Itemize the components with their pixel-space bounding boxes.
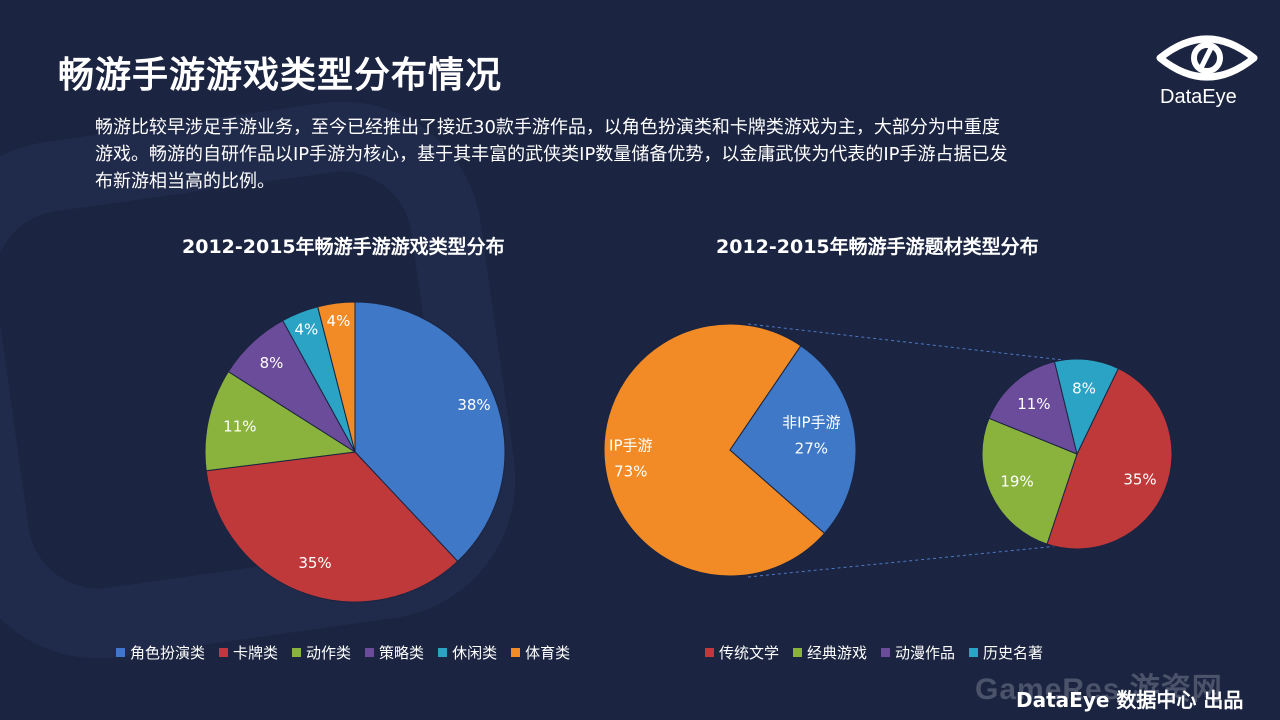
game-type-legend-label-5: 体育类 <box>525 644 571 662</box>
game-type-legend-swatch-1 <box>219 648 229 657</box>
game-type-legend-swatch-5 <box>511 648 521 657</box>
ip-breakdown-legend-item-2: 动漫作品 <box>881 642 955 663</box>
dataeye-logo-icon <box>1156 35 1258 81</box>
ip-breakdown-legend-swatch-0 <box>705 648 714 657</box>
ip-breakdown-legend-swatch-3 <box>969 648 979 657</box>
ip-breakdown-legend-label-0: 传统文学 <box>719 644 780 662</box>
ip-breakdown-legend-label-2: 动漫作品 <box>895 644 956 662</box>
ip-breakdown-legend-item-1: 经典游戏 <box>793 642 867 663</box>
game-type-legend-item-0: 角色扮演类 <box>116 642 205 663</box>
ip-breakdown-data-label-2: 11% <box>1017 395 1050 413</box>
page-title: 畅游手游游戏类型分布情况 <box>58 55 503 96</box>
game-type-data-label-5: 4% <box>327 312 351 330</box>
ip-breakdown-data-label-1: 19% <box>1000 473 1033 491</box>
theme-type-data-label-0: 73% <box>614 463 647 481</box>
game-type-legend-swatch-0 <box>116 648 125 657</box>
theme-type-slice-name-0: IP手游 <box>609 437 652 455</box>
game-type-legend-label-4: 休闲类 <box>452 644 498 662</box>
game-type-data-label-2: 11% <box>223 417 256 435</box>
game-type-data-label-0: 38% <box>457 396 490 414</box>
game-type-legend-label-3: 策略类 <box>379 644 425 662</box>
ip-breakdown-slice-3 <box>1053 358 1119 456</box>
ip-breakdown-legend-label-1: 经典游戏 <box>807 644 868 662</box>
ip-breakdown-slice-2 <box>988 361 1078 455</box>
game-type-legend-swatch-2 <box>292 648 302 657</box>
game-type-data-label-3: 8% <box>260 354 284 372</box>
game-type-legend-swatch-4 <box>438 648 448 657</box>
game-type-legend-item-1: 卡牌类 <box>219 642 278 663</box>
ip-breakdown-legend-label-3: 历史名著 <box>983 644 1044 662</box>
game-type-data-label-1: 35% <box>298 554 331 572</box>
game-type-chart-title: 2012-2015年畅游手游游戏类型分布 <box>182 236 505 258</box>
game-type-legend-item-2: 动作类 <box>292 642 351 663</box>
logo-text: DataEye <box>1160 86 1237 108</box>
theme-type-chart-title: 2012-2015年畅游手游题材类型分布 <box>716 236 1039 258</box>
game-type-legend-item-5: 体育类 <box>511 642 570 663</box>
game-type-legend-item-3: 策略类 <box>365 642 424 663</box>
ip-breakdown-data-label-0: 35% <box>1123 471 1156 489</box>
intro-line: 畅游比较早涉足手游业务，至今已经推出了接近30款手游作品，以角色扮演类和卡牌类游… <box>95 117 1000 138</box>
ip-breakdown-data-label-3: 8% <box>1072 379 1096 397</box>
breakdown-connector-top <box>747 323 1099 365</box>
game-type-data-label-4: 4% <box>295 320 319 338</box>
game-type-legend-label-0: 角色扮演类 <box>130 644 206 662</box>
game-type-slice-5 <box>317 301 356 453</box>
game-type-legend-label-2: 动作类 <box>306 644 352 662</box>
theme-type-data-label-1: 27% <box>795 440 828 458</box>
game-type-slice-2 <box>204 370 357 472</box>
intro-paragraph: 畅游比较早涉足手游业务，至今已经推出了接近30款手游作品，以角色扮演类和卡牌类游… <box>95 114 1175 195</box>
intro-line: 布新游相当高的比例。 <box>95 171 275 192</box>
ip-breakdown-legend-item-0: 传统文学 <box>705 642 779 663</box>
ip-breakdown-legend-swatch-2 <box>881 648 891 657</box>
ip-breakdown-legend-swatch-1 <box>793 648 803 657</box>
ip-breakdown-slice-0 <box>1046 367 1173 550</box>
game-type-legend: 角色扮演类 卡牌类 动作类 策略类 休闲类 体育类 <box>116 642 584 663</box>
ip-breakdown-slice-1 <box>981 417 1078 545</box>
footer-credit: DataEye 数据中心 出品 <box>1016 688 1244 712</box>
ip-breakdown-legend-item-3: 历史名著 <box>969 642 1043 663</box>
game-type-legend-swatch-3 <box>365 648 375 657</box>
game-type-slice-1 <box>205 451 459 603</box>
breakdown-connector-bottom <box>747 541 1099 578</box>
game-type-legend-item-4: 休闲类 <box>438 642 497 663</box>
intro-line: 游戏。畅游的自研作品以IP手游为核心，基于其丰富的武侠类IP数量储备优势，以金庸… <box>95 144 1008 165</box>
theme-type-slice-1 <box>729 345 857 535</box>
game-type-slice-0 <box>354 301 506 563</box>
theme-type-slice-name-1: 非IP手游 <box>782 414 840 432</box>
game-type-legend-label-1: 卡牌类 <box>233 644 279 662</box>
theme-type-legend: 传统文学 经典游戏 动漫作品 历史名著 <box>705 642 1057 663</box>
watermark: GameRes 游资网 <box>975 673 1223 706</box>
theme-type-slice-0 <box>603 323 826 577</box>
